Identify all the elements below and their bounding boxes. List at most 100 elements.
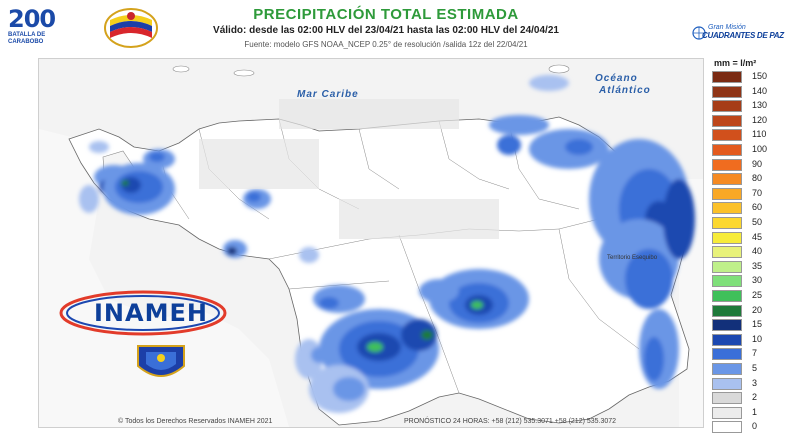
legend-item: 40 — [712, 245, 796, 259]
legend-label: 30 — [752, 275, 763, 286]
legend-swatch — [712, 377, 742, 390]
bicentennial-logo: 200 BATALLA DE CARABOBO — [8, 6, 68, 50]
legend-item: 110 — [712, 128, 796, 142]
legend-item: 120 — [712, 114, 796, 128]
legend-swatch — [712, 363, 742, 375]
legend-label: 45 — [752, 231, 763, 242]
legend-item: 7 — [712, 347, 796, 361]
legend-label: 120 — [752, 114, 768, 125]
legend-swatch — [712, 100, 742, 113]
cuadrantes-de-paz-logo: Gran Misión CUADRANTES DE PAZ — [692, 22, 792, 50]
legend-swatch — [712, 260, 742, 273]
legend-label: 0 — [752, 421, 758, 432]
legend-label: 7 — [752, 348, 758, 359]
island-margarita — [548, 64, 570, 74]
legend-label: 110 — [752, 129, 767, 140]
copyright: © Todos los Derechos Reservados INAMEH 2… — [118, 418, 273, 425]
island-aruba — [172, 65, 190, 73]
legend-item: 2 — [712, 391, 796, 405]
legend-item: 30 — [712, 274, 796, 288]
legend-swatch — [712, 348, 742, 361]
legend-label: 5 — [752, 363, 758, 373]
legend-label: 3 — [752, 377, 758, 388]
island-curacao — [233, 69, 255, 77]
precipitation-legend: mm = l/m² 150 140 130 120 110 100 90 80 70 60 50 45… — [706, 58, 794, 436]
legend-label: 20 — [752, 304, 763, 315]
legend-swatch — [712, 319, 742, 332]
legend-item: 20 — [712, 304, 796, 318]
validity-period: Válido: desde las 02:00 HLV del 23/04/21… — [213, 25, 559, 36]
legend-item: 10 — [712, 333, 796, 347]
legend-swatch — [712, 406, 742, 419]
colombia-land — [39, 129, 289, 427]
legend-swatch — [712, 158, 742, 171]
legend-item: 60 — [712, 201, 796, 215]
legend-swatch — [712, 129, 742, 142]
map-graphic — [39, 59, 703, 427]
legend-label: 130 — [752, 100, 768, 111]
legend-label: 140 — [752, 85, 768, 96]
legend-label: 90 — [752, 158, 763, 169]
legend-unit: mm = l/m² — [714, 58, 757, 68]
legend-item: 140 — [712, 85, 796, 99]
legend-item: 130 — [712, 99, 796, 113]
legend-item: 100 — [712, 143, 796, 157]
bicentennial-number: 200 — [8, 5, 56, 33]
legend-item: 45 — [712, 231, 796, 245]
legend-swatch — [712, 187, 742, 200]
legend-label: 1 — [752, 406, 758, 417]
legend-label: 10 — [752, 333, 763, 344]
legend-item: 70 — [712, 187, 796, 201]
legend-swatch — [712, 144, 742, 156]
bicentennial-text: BATALLA DE CARABOBO — [8, 32, 46, 45]
legend-swatch — [712, 392, 742, 405]
legend-label: 80 — [752, 173, 763, 184]
inameh-name: INAMEH — [94, 299, 208, 327]
legend-label: 150 — [752, 71, 768, 81]
legend-item: 3 — [712, 377, 796, 391]
region-label: Territorio Esequibo — [607, 255, 658, 261]
legend-item: 90 — [712, 158, 796, 172]
legend-label: 2 — [752, 392, 758, 403]
header: 200 BATALLA DE CARABOBO PRECIPITACIÓN TO… — [0, 0, 800, 56]
legend-swatch — [712, 246, 742, 259]
legend-item: 5 — [712, 362, 796, 376]
legend-label: 40 — [752, 246, 763, 257]
legend-swatch — [712, 202, 742, 215]
legend-item: 80 — [712, 172, 796, 186]
logo-right-line2: CUADRANTES DE PAZ — [702, 31, 784, 40]
ocean-label-line2: Atlántico — [599, 85, 651, 96]
legend-item: 35 — [712, 260, 796, 274]
venezuela-government-logo — [100, 6, 162, 50]
inameh-crest-logo — [132, 340, 190, 386]
legend-swatch — [712, 275, 742, 288]
legend-label: 70 — [752, 187, 763, 198]
data-source: Fuente: modelo GFS NOAA_NCEP 0.25° de re… — [244, 40, 528, 49]
legend-swatch — [712, 304, 742, 317]
light-rain-zones — [199, 99, 499, 239]
precipitation-map: Mar Caribe Océano Atlántico Territorio E… — [38, 58, 704, 428]
sea-label: Mar Caribe — [297, 89, 359, 100]
legend-swatch — [712, 290, 742, 302]
legend-swatch — [712, 85, 742, 98]
legend-swatch — [712, 114, 742, 127]
globe-icon — [692, 26, 706, 40]
legend-swatch — [712, 173, 742, 186]
legend-label: 35 — [752, 260, 763, 271]
precipitation-areas — [79, 75, 695, 413]
forecast-phone: PRONÓSTICO 24 HORAS: +58 (212) 535.3071 … — [404, 418, 617, 425]
legend-label: 15 — [752, 319, 763, 330]
inameh-logo: INAMEH — [58, 289, 228, 337]
legend-swatch — [712, 421, 742, 434]
legend-item: 1 — [712, 406, 796, 420]
logo-right-line1: Gran Misión — [708, 24, 746, 31]
legend-item: 15 — [712, 318, 796, 332]
legend-label: 50 — [752, 217, 763, 227]
legend-label: 100 — [752, 144, 768, 154]
legend-swatch — [712, 231, 742, 244]
legend-label: 25 — [752, 290, 763, 300]
legend-item: 0 — [712, 420, 796, 434]
legend-swatch — [712, 71, 742, 83]
map-title: PRECIPITACIÓN TOTAL ESTIMADA — [253, 6, 519, 23]
legend-label: 60 — [752, 202, 763, 213]
